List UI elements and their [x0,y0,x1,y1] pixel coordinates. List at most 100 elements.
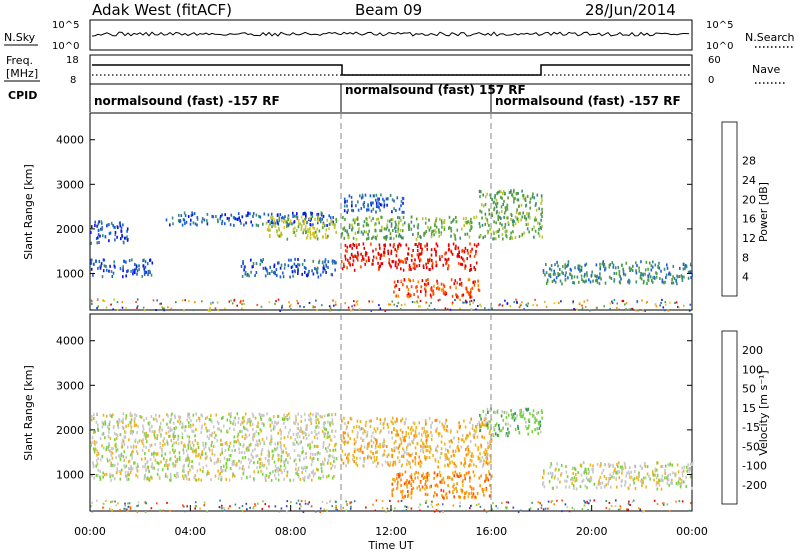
noise-speckle [428,304,431,307]
echo-cell [239,219,241,223]
echo-cell [91,474,93,478]
noise-speckle [143,309,146,312]
echo-cell [158,461,160,465]
echo-cell [540,409,543,413]
echo-cell [174,434,176,438]
echo-cell [142,427,145,431]
echo-cell [574,479,576,483]
echo-cell [110,270,113,273]
echo-cell [234,416,236,420]
echo-cell [315,421,318,424]
noise-speckle [664,301,667,304]
echo-cell [408,442,411,446]
echo-cell [663,267,666,271]
echo-cell [485,452,487,456]
noise-speckle [425,301,428,304]
echo-cell [499,221,501,225]
echo-cell [437,432,440,435]
noise-speckle [661,298,663,301]
noise-speckle [111,510,113,513]
echo-cell [225,441,228,445]
echo-cell [534,420,536,424]
echo-cell [274,225,277,228]
echo-cell [300,228,303,231]
echo-cell [306,220,308,224]
x-tick-label: 08:00 [275,525,307,538]
echo-cell [179,416,181,420]
noise-speckle [540,506,543,509]
echo-cell [445,262,447,266]
echo-cell [537,231,540,235]
echo-cell [661,464,664,468]
echo-cell [177,442,180,446]
echo-cell [395,234,398,238]
echo-cell [95,464,97,468]
echo-cell [106,457,108,461]
echo-cell [166,441,169,445]
echo-cell [351,208,353,212]
noise-speckle [688,509,691,512]
noise-speckle [102,299,104,302]
echo-cell [182,218,185,222]
echo-cell [167,467,169,471]
echo-cell [317,412,319,416]
echo-cell [355,243,358,247]
echo-cell [274,442,277,446]
echo-cell [206,415,209,419]
echo-cell [215,433,217,437]
echo-cell [202,466,204,470]
echo-cell [250,258,252,262]
echo-cell [395,446,398,450]
echo-cell [614,266,617,270]
echo-cell [357,208,360,212]
echo-cell [191,213,194,217]
noise-speckle [689,303,692,306]
noise-speckle [545,305,548,308]
echo-cell [479,414,482,418]
echo-cell [392,477,394,481]
echo-cell [101,275,104,279]
echo-cell [177,438,179,441]
echo-cell [463,259,465,263]
echo-cell [532,192,534,196]
echo-cell [202,443,205,447]
echo-cell [151,261,154,265]
echo-cell [293,230,296,234]
echo-cell [379,431,381,435]
echo-cell [275,467,278,471]
echo-cell [412,233,414,237]
noise-speckle [631,307,634,310]
echo-cell [210,444,213,448]
echo-cell [392,487,395,491]
echo-cell [247,418,250,422]
echo-cell [426,456,428,459]
echo-cell [225,465,228,469]
echo-cell [232,473,235,477]
echo-cell [293,262,296,266]
echo-cell [565,465,567,469]
echo-cell [425,449,428,453]
noise-speckle [194,501,197,504]
echo-cell [588,278,590,282]
echo-cell [213,461,216,465]
noise-speckle [345,500,348,503]
echo-cell [251,265,254,269]
noise-speckle [583,499,585,502]
echo-cell [300,415,303,419]
echo-cell [391,482,394,486]
echo-cell [465,435,468,439]
echo-cell [502,226,504,230]
echo-cell [592,468,594,471]
echo-cell [257,224,260,228]
echo-cell [513,188,515,192]
echo-cell [448,247,450,251]
echo-cell [474,495,476,499]
echo-cell [364,262,366,266]
echo-cell [174,455,177,459]
echo-cell [297,258,299,261]
echo-cell [410,473,413,477]
noise-speckle [244,510,246,513]
echo-cell [97,451,100,455]
echo-cell [484,479,486,483]
echo-cell [535,202,537,206]
